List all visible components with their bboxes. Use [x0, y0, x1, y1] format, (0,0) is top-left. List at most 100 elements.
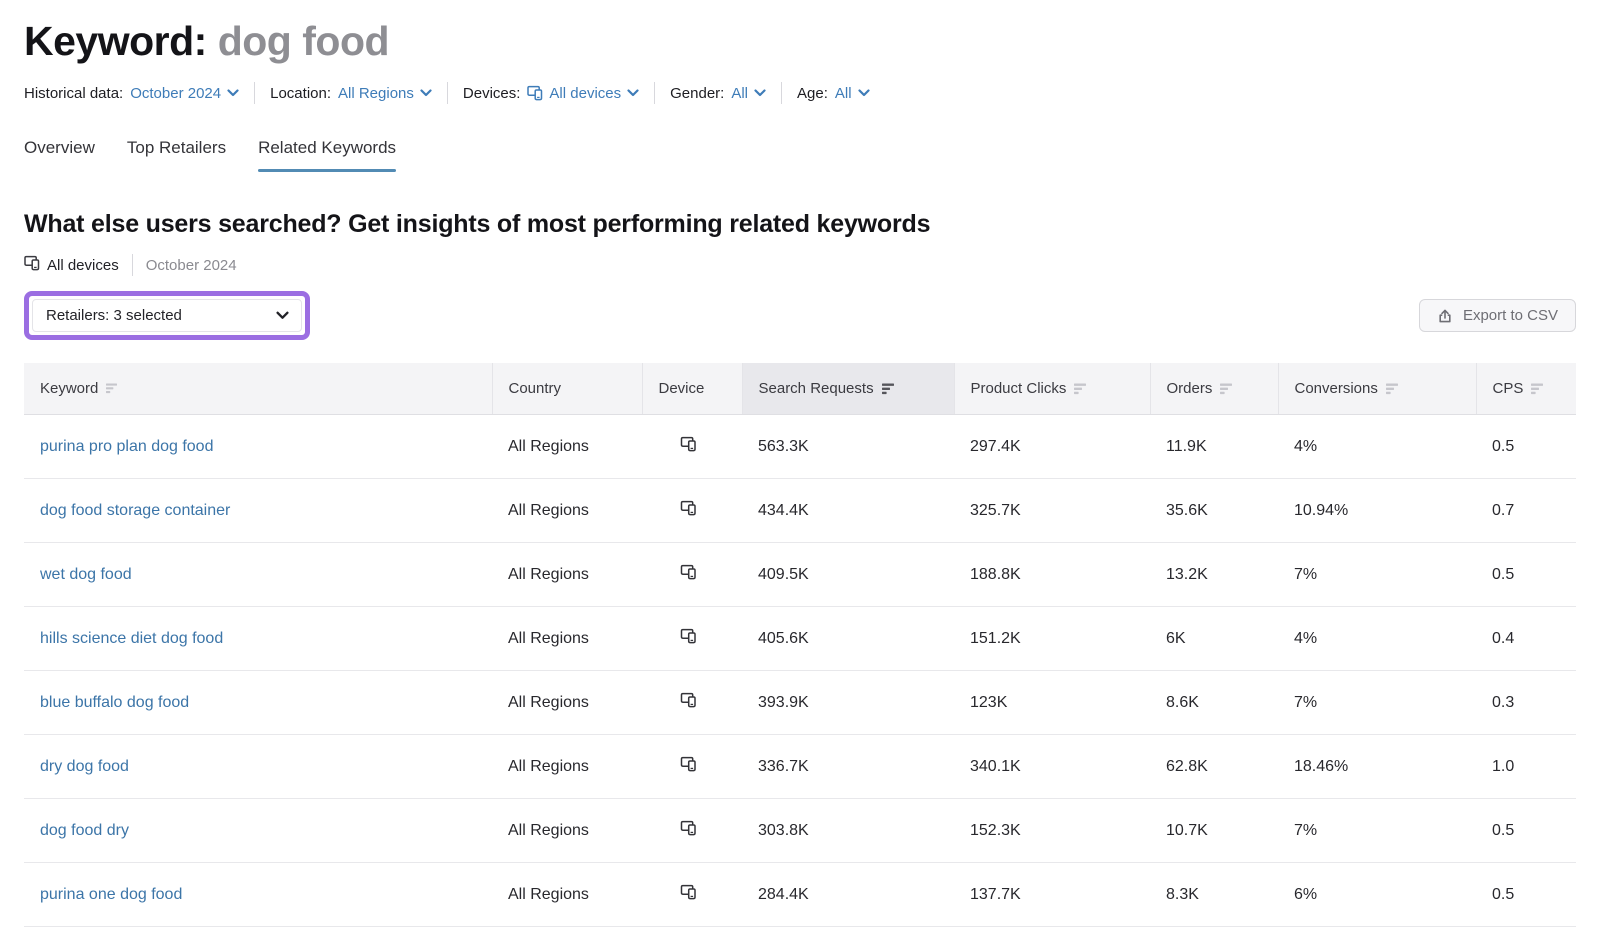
column-header-product-clicks[interactable]: Product Clicks — [953, 363, 1150, 415]
filter-location-label: Location: — [270, 84, 332, 102]
tab-top-retailers[interactable]: Top Retailers — [126, 138, 227, 157]
keyword-link[interactable]: blue buffalo dog food — [40, 693, 190, 711]
column-header-conversions[interactable]: Conversions — [1277, 363, 1476, 415]
column-label: Search Requests — [758, 380, 874, 397]
devices-icon — [680, 756, 697, 776]
orders-cell: 13.2K — [1150, 542, 1278, 607]
devices-icon — [680, 436, 697, 456]
device-cell — [642, 606, 742, 671]
tab-bar: Overview Top Retailers Related Keywords — [24, 138, 1576, 172]
orders-cell: 62.8K — [1150, 734, 1278, 799]
section-meta-row: All devices October 2024 — [24, 254, 1576, 276]
keyword-link[interactable]: purina pro plan dog food — [40, 437, 214, 455]
device-cell — [642, 734, 742, 799]
cps-cell: 0.5 — [1476, 542, 1576, 607]
column-label: Device — [658, 380, 705, 397]
search-requests-cell: 303.8K — [742, 798, 954, 863]
keyword-link[interactable]: dog food dry — [40, 821, 129, 839]
conversions-cell: 7% — [1278, 798, 1476, 863]
related-keywords-table: Keyword Country Device Search Requests P… — [24, 363, 1576, 927]
filter-age[interactable]: Age: All — [797, 85, 870, 102]
orders-cell: 11.9K — [1150, 414, 1278, 479]
column-header-device[interactable]: Device — [641, 363, 742, 415]
device-cell — [642, 478, 742, 543]
column-header-search-requests[interactable]: Search Requests — [741, 363, 954, 415]
table-row: dry dog food All Regions 336.7K 340.1K 6… — [24, 734, 1576, 799]
chevron-down-icon — [227, 89, 239, 97]
cps-cell: 0.5 — [1476, 414, 1576, 479]
column-label: Conversions — [1294, 380, 1378, 397]
export-to-csv-button[interactable]: Export to CSV — [1418, 299, 1576, 332]
tab-related-keywords[interactable]: Related Keywords — [258, 138, 396, 172]
column-label: CPS — [1492, 380, 1524, 397]
product-clicks-cell: 137.7K — [954, 862, 1150, 927]
filter-devices-label: Devices: — [462, 84, 521, 102]
retailers-dropdown[interactable]: Retailers: 3 selected — [32, 299, 302, 332]
filter-historical-value: October 2024 — [130, 84, 222, 102]
page-title-label: Keyword: — [24, 18, 207, 64]
column-header-orders[interactable]: Orders — [1149, 363, 1278, 415]
filter-devices[interactable]: Devices: All devices — [463, 85, 639, 102]
tab-overview[interactable]: Overview — [24, 138, 95, 157]
country-cell: All Regions — [492, 670, 642, 735]
cps-cell: 0.5 — [1476, 798, 1576, 863]
sort-icon — [106, 383, 118, 394]
filter-location[interactable]: Location: All Regions — [270, 85, 432, 102]
table-row: hills science diet dog food All Regions … — [24, 606, 1576, 671]
keyword-link[interactable]: dry dog food — [40, 757, 129, 775]
keyword-link[interactable]: purina one dog food — [40, 885, 183, 903]
devices-icon — [680, 820, 697, 840]
search-requests-cell: 336.7K — [742, 734, 954, 799]
country-cell: All Regions — [492, 862, 642, 927]
filter-age-label: Age: — [797, 84, 828, 102]
table-row: purina pro plan dog food All Regions 563… — [24, 414, 1576, 479]
chevron-down-icon — [420, 89, 432, 97]
device-cell — [642, 670, 742, 735]
devices-icon — [527, 85, 543, 101]
meta-divider — [131, 254, 133, 276]
column-header-keyword[interactable]: Keyword — [24, 363, 492, 415]
column-label: Product Clicks — [970, 380, 1067, 397]
sort-icon — [1531, 383, 1544, 395]
controls-row: Retailers: 3 selected Export to CSV — [24, 291, 1576, 340]
filter-historical-data[interactable]: Historical data: October 2024 — [24, 85, 239, 102]
devices-icon — [680, 564, 697, 584]
keyword-link[interactable]: wet dog food — [40, 565, 132, 583]
cps-cell: 0.4 — [1476, 606, 1576, 671]
conversions-cell: 7% — [1278, 670, 1476, 735]
filter-age-value: All — [834, 84, 852, 102]
column-label: Orders — [1166, 380, 1213, 397]
column-header-cps[interactable]: CPS — [1475, 363, 1576, 415]
orders-cell: 8.3K — [1150, 862, 1278, 927]
country-cell: All Regions — [492, 414, 642, 479]
filter-gender-label: Gender: — [670, 84, 725, 102]
search-requests-cell: 563.3K — [742, 414, 954, 479]
keyword-link[interactable]: dog food storage container — [40, 501, 231, 519]
product-clicks-cell: 152.3K — [954, 798, 1150, 863]
conversions-cell: 18.46% — [1278, 734, 1476, 799]
filter-divider — [446, 82, 448, 104]
filter-gender[interactable]: Gender: All — [670, 85, 766, 102]
cps-cell: 0.7 — [1476, 478, 1576, 543]
sort-icon — [1220, 383, 1233, 395]
device-cell — [642, 542, 742, 607]
sort-icon — [1385, 383, 1398, 395]
search-requests-cell: 284.4K — [742, 862, 954, 927]
country-cell: All Regions — [492, 542, 642, 607]
table-header-row: Keyword Country Device Search Requests P… — [24, 363, 1576, 415]
conversions-cell: 10.94% — [1278, 478, 1476, 543]
device-cell — [642, 414, 742, 479]
cps-cell: 1.0 — [1476, 734, 1576, 799]
table-row: wet dog food All Regions 409.5K 188.8K 1… — [24, 542, 1576, 607]
orders-cell: 8.6K — [1150, 670, 1278, 735]
keyword-link[interactable]: hills science diet dog food — [40, 629, 224, 647]
orders-cell: 35.6K — [1150, 478, 1278, 543]
column-header-country[interactable]: Country — [491, 363, 642, 415]
product-clicks-cell: 188.8K — [954, 542, 1150, 607]
orders-cell: 6K — [1150, 606, 1278, 671]
product-clicks-cell: 340.1K — [954, 734, 1150, 799]
country-cell: All Regions — [492, 798, 642, 863]
table-row: dog food storage container All Regions 4… — [24, 478, 1576, 543]
chevron-down-icon — [627, 89, 639, 97]
meta-device-scope: All devices — [47, 256, 119, 274]
